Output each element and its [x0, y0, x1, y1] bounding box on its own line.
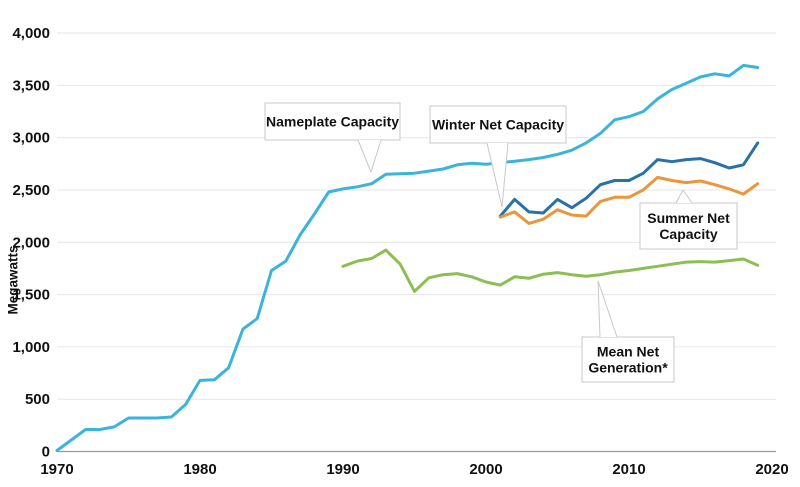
callout-label: Winter Net Capacity: [432, 117, 564, 133]
y-tick-label: 3,000: [12, 130, 50, 147]
callout-pointer-edge: [357, 139, 372, 173]
callout-pointer-edge: [682, 189, 693, 204]
callout-label: Generation*: [588, 360, 668, 376]
callout-pointer-edge: [370, 139, 382, 173]
callout-pointer: [487, 143, 508, 207]
callout-box: [429, 105, 567, 144]
y-tick-label: 2,500: [12, 182, 50, 199]
x-tick-label: 2010: [612, 461, 645, 478]
y-tick-label: 1,500: [12, 287, 50, 304]
callout-winter: Winter Net Capacity: [429, 105, 567, 208]
callout-pointer: [676, 190, 692, 203]
callout-box: [264, 102, 401, 141]
callout-nameplate: Nameplate Capacity: [264, 102, 401, 173]
callout-box: [639, 202, 738, 250]
callout-pointer-edge: [597, 280, 601, 338]
y-tick-label: 2,000: [12, 234, 50, 251]
y-axis-title: Megawatts: [5, 245, 21, 315]
x-tick-label: 2000: [469, 461, 502, 478]
series-line-summer: [498, 175, 760, 225]
callout-pointer-edge: [501, 142, 509, 208]
x-tick-label: 1980: [183, 461, 216, 478]
series-line-winter: [498, 141, 760, 218]
callout-pointer-edge: [486, 142, 503, 208]
callout-label: Mean Net: [597, 344, 660, 360]
callout-label: Nameplate Capacity: [266, 114, 399, 130]
series-line-mean: [341, 248, 760, 293]
y-tick-label: 0: [42, 444, 50, 461]
callout-box: [581, 336, 675, 383]
x-tick-label: 2020: [755, 461, 788, 478]
callout-pointer-edge: [675, 189, 684, 204]
y-tick-label: 500: [25, 391, 50, 408]
callout-pointer-edge: [597, 280, 618, 338]
y-tick-label: 1,000: [12, 339, 50, 356]
callout-label: Capacity: [659, 226, 718, 242]
y-tick-label: 3,500: [12, 77, 50, 94]
callout-pointer: [358, 140, 381, 172]
callout-label: Summer Net: [647, 210, 730, 226]
y-tick-label: 4,000: [12, 25, 50, 42]
x-tick-label: 1990: [326, 461, 359, 478]
x-tick-label: 1970: [40, 461, 73, 478]
series-line-nameplate: [55, 63, 760, 452]
